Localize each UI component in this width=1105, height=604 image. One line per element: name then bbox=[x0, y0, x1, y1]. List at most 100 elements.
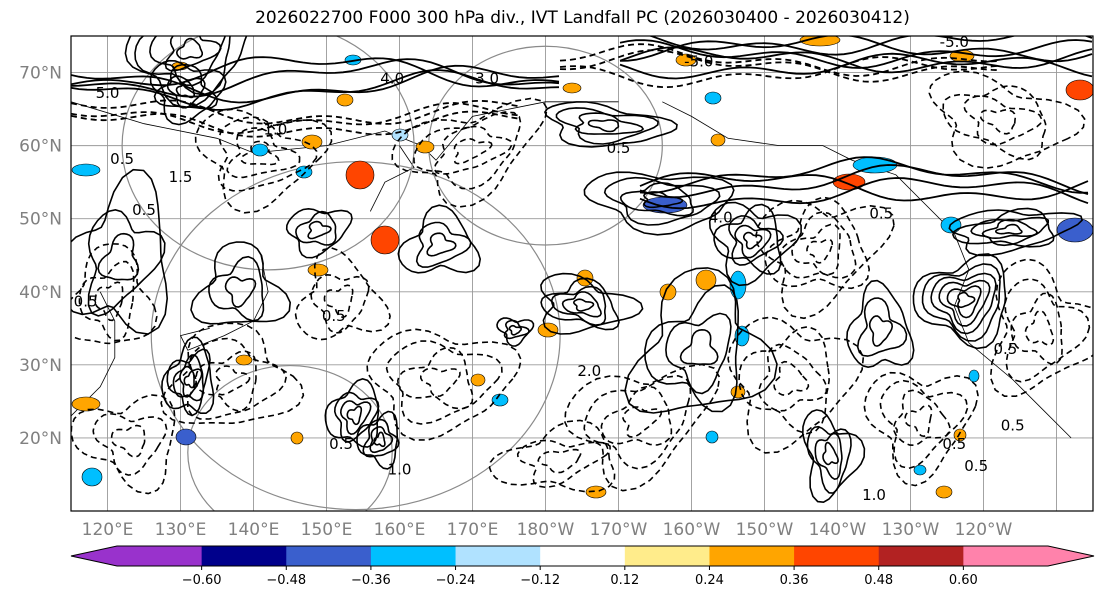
contour-positive bbox=[713, 203, 782, 275]
contour-positive bbox=[930, 272, 997, 335]
colorbar-tick-label: 0.24 bbox=[695, 573, 724, 588]
contour-positive bbox=[369, 425, 394, 454]
contour-negative bbox=[71, 110, 520, 138]
colorbar-tick-label: 0.12 bbox=[610, 573, 639, 588]
positive-div-patch bbox=[71, 396, 101, 412]
contour-negative bbox=[420, 367, 461, 398]
contour-negative bbox=[391, 97, 548, 208]
contour-positive bbox=[921, 263, 1001, 342]
contour-label: 1.0 bbox=[263, 121, 287, 139]
positive-div-patch bbox=[710, 133, 726, 147]
contour-negative bbox=[559, 49, 1001, 83]
positive-div-patch bbox=[235, 354, 253, 366]
contour-positive bbox=[356, 410, 398, 470]
contour-positive bbox=[71, 168, 169, 335]
contour-positive bbox=[639, 164, 1089, 199]
lat-tick-label: 20°N bbox=[19, 429, 62, 449]
contour-positive bbox=[190, 241, 292, 325]
positive-div-patch bbox=[301, 134, 323, 150]
colorbar-segment bbox=[201, 546, 287, 566]
contour-negative bbox=[110, 424, 146, 458]
colorbar-tick-label: −0.48 bbox=[266, 573, 306, 588]
contour-negative bbox=[71, 99, 520, 125]
contour-positive bbox=[339, 400, 372, 436]
lat-tick-label: 60°N bbox=[19, 137, 62, 157]
positive-div-patch bbox=[470, 373, 486, 387]
map-frame bbox=[70, 35, 1094, 512]
contour-positive bbox=[508, 324, 523, 336]
colorbar-outline bbox=[70, 545, 1095, 567]
positive-div-patch bbox=[307, 263, 329, 277]
colorbar-extend-max bbox=[1048, 546, 1094, 566]
contour-positive bbox=[285, 207, 353, 259]
contour-negative bbox=[963, 95, 1043, 146]
contour-positive bbox=[728, 215, 784, 266]
contour-label: 4.0 bbox=[380, 70, 404, 88]
lon-tick-label: 140°E bbox=[228, 520, 280, 540]
contour-positive bbox=[708, 201, 802, 287]
ivt-contours bbox=[71, 36, 1093, 504]
contour-negative bbox=[160, 322, 305, 425]
contour-positive bbox=[743, 231, 763, 250]
lat-tick-label: 50°N bbox=[19, 210, 62, 230]
negative-div-patch bbox=[1056, 217, 1093, 243]
contour-negative bbox=[764, 196, 871, 290]
contour-positive bbox=[540, 272, 644, 335]
colorbar-segment bbox=[624, 546, 710, 566]
negative-div-patch bbox=[251, 143, 269, 157]
positive-div-patch bbox=[1065, 79, 1093, 101]
contour-negative bbox=[78, 260, 135, 342]
lon-tick-label: 170°W bbox=[590, 520, 648, 540]
contour-negative bbox=[537, 448, 582, 474]
contour-positive bbox=[540, 277, 620, 331]
colorbar-tick-label: 0.36 bbox=[780, 573, 809, 588]
contour-label: 0.5 bbox=[1001, 417, 1025, 435]
lon-tick-label: 120°W bbox=[955, 520, 1013, 540]
colorbar-segment bbox=[963, 546, 1049, 566]
negative-div-patch bbox=[968, 369, 980, 383]
contour-positive bbox=[161, 336, 215, 414]
contour-negative bbox=[979, 108, 1017, 135]
contour-label: 0.5 bbox=[869, 205, 893, 223]
contour-label: 5.0 bbox=[96, 84, 120, 102]
contour-negative bbox=[559, 56, 1001, 89]
negative-div-patch bbox=[491, 393, 509, 407]
divergence-shading bbox=[71, 36, 1093, 499]
contour-negative bbox=[989, 258, 1093, 397]
colorbar-segment bbox=[540, 546, 626, 566]
contour-negative bbox=[215, 365, 251, 396]
contour-positive bbox=[952, 207, 1055, 248]
contour-negative bbox=[600, 385, 673, 446]
colorbar-segment bbox=[117, 546, 203, 566]
lon-tick-label: 150°W bbox=[736, 520, 794, 540]
contour-positive bbox=[97, 232, 140, 281]
contour-positive bbox=[822, 441, 839, 466]
negative-div-patch bbox=[705, 430, 719, 444]
contour-negative bbox=[806, 238, 834, 264]
colorbar-extend-min bbox=[71, 546, 117, 566]
contour-positive bbox=[806, 425, 852, 494]
contour-positive bbox=[71, 58, 560, 98]
contour-label: 3.0 bbox=[475, 70, 499, 88]
positive-div-patch bbox=[290, 431, 304, 445]
contour-negative bbox=[1004, 278, 1091, 383]
graticule bbox=[71, 36, 1093, 511]
contour-negative bbox=[71, 102, 520, 134]
contour-negative bbox=[879, 379, 969, 470]
colorbar: −0.60 −0.48 −0.36 −0.24 −0.12 0.12 0.24 0.36 0.4… bbox=[70, 545, 1095, 588]
contour-negative bbox=[622, 406, 663, 438]
contour-negative bbox=[433, 125, 513, 175]
colorbar-tick-label: −0.24 bbox=[436, 573, 476, 588]
contour-negative bbox=[187, 337, 288, 420]
contour-positive bbox=[172, 354, 205, 402]
contour-positive bbox=[946, 285, 982, 319]
contour-positive bbox=[801, 409, 866, 504]
positive-div-patch bbox=[345, 160, 375, 190]
contour-positive bbox=[543, 101, 678, 148]
range-ring bbox=[187, 365, 393, 511]
latitude-axis: 70°N 60°N 50°N 40°N 30°N 20°N bbox=[19, 64, 62, 449]
contour-positive bbox=[587, 119, 620, 133]
contour-positive bbox=[415, 221, 472, 268]
colorbar-tick-label: −0.60 bbox=[182, 573, 222, 588]
